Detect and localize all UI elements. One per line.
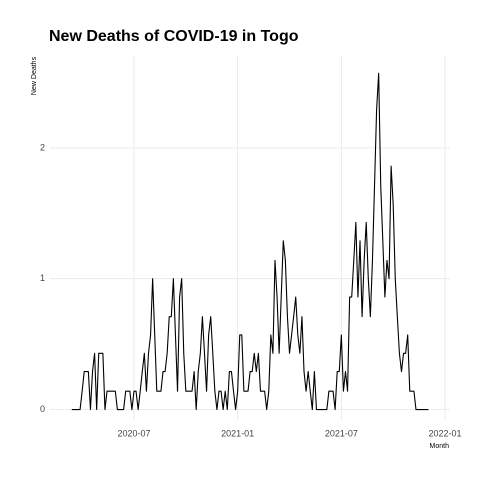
x-tick-label: 2021-07	[325, 428, 358, 438]
y-tick-label: 2	[40, 142, 45, 152]
x-axis-label: Month	[430, 443, 450, 450]
x-tick-label: 2022-01	[429, 428, 462, 438]
data-line	[71, 72, 429, 411]
y-tick-label: 1	[40, 273, 45, 283]
y-tick-label: 0	[40, 404, 45, 414]
chart-title: New Deaths of COVID-19 in Togo	[49, 28, 299, 45]
y-axis-label: New Deaths	[31, 56, 38, 95]
x-tick-label: 2021-01	[221, 428, 254, 438]
x-tick-label: 2020-07	[117, 428, 150, 438]
